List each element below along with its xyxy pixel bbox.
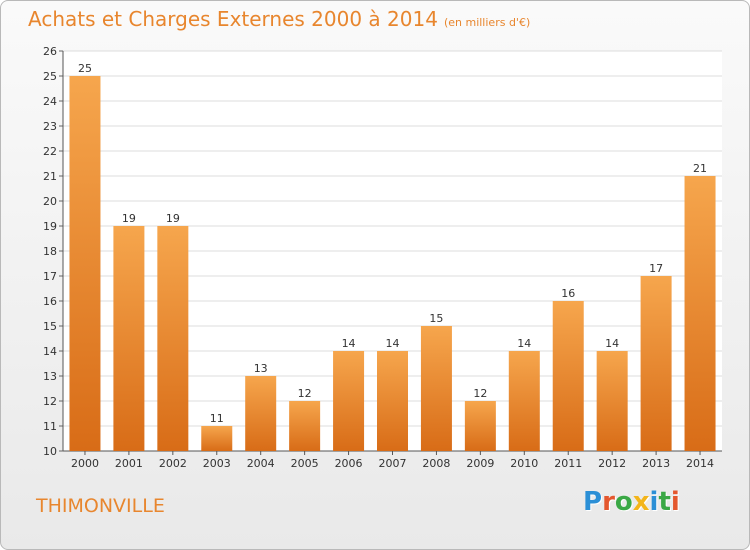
data-label: 14 [517, 337, 531, 350]
data-label: 15 [429, 312, 443, 325]
x-tick-label: 2012 [598, 457, 626, 470]
data-label: 17 [649, 262, 663, 275]
data-label: 13 [254, 362, 268, 375]
x-tick-label: 2010 [510, 457, 538, 470]
bar [377, 351, 408, 451]
y-tick-label: 17 [43, 270, 57, 283]
logo-letter: i [670, 487, 680, 517]
x-tick-label: 2007 [379, 457, 407, 470]
data-label: 19 [166, 212, 180, 225]
data-label: 11 [210, 412, 224, 425]
bar [113, 226, 145, 451]
x-tick-label: 2014 [686, 457, 714, 470]
y-tick-label: 14 [43, 345, 57, 358]
chart-subtitle: (en milliers d'€) [443, 16, 531, 29]
y-tick-label: 23 [43, 120, 57, 133]
y-tick-label: 26 [43, 45, 57, 58]
x-tick-label: 2006 [335, 457, 363, 470]
y-tick-label: 25 [43, 70, 57, 83]
data-label: 12 [298, 387, 312, 400]
bar [420, 326, 452, 451]
y-tick-label: 22 [43, 145, 57, 158]
x-tick-label: 2008 [422, 457, 450, 470]
bar [69, 76, 101, 451]
bar [464, 401, 496, 451]
proxiti-logo: Proxiti [583, 487, 680, 517]
chart-title: Achats et Charges Externes 2000 à 2014 (e… [28, 7, 530, 31]
bar-chart: 10 11 12 13 14 15 16 17 18 19 20 21 22 23 24 25 26 25 2000… [43, 45, 722, 470]
logo-letter: P [583, 487, 603, 517]
x-tick-label: 2001 [115, 457, 143, 470]
chart-title-text: Achats et Charges Externes 2000 à 2014 [28, 7, 438, 31]
x-tick-label: 2005 [291, 457, 319, 470]
y-tick-label: 15 [43, 320, 57, 333]
x-tick-label: 2009 [466, 457, 494, 470]
y-tick-label: 24 [43, 95, 57, 108]
data-label: 14 [605, 337, 619, 350]
bar [333, 351, 365, 451]
x-tick-label: 2004 [247, 457, 275, 470]
data-label: 19 [122, 212, 136, 225]
bar [289, 401, 321, 451]
y-tick-label: 18 [43, 245, 57, 258]
x-tick-label: 2002 [159, 457, 187, 470]
y-tick-label: 12 [43, 395, 57, 408]
data-label: 14 [342, 337, 356, 350]
bar [640, 276, 672, 451]
logo-letter: i [649, 487, 659, 517]
bar [508, 351, 540, 451]
bar [245, 376, 277, 451]
y-tick-label: 16 [43, 295, 57, 308]
logo-letter: o [614, 487, 633, 517]
data-label: 16 [561, 287, 575, 300]
y-tick-label: 11 [43, 420, 57, 433]
bar [596, 351, 628, 451]
y-tick-label: 20 [43, 195, 57, 208]
data-label: 14 [386, 337, 400, 350]
y-tick-label: 10 [43, 445, 57, 458]
bar [684, 176, 716, 451]
bar [552, 301, 584, 451]
bar [157, 226, 189, 451]
data-label: 21 [693, 162, 707, 175]
y-tick-label: 19 [43, 220, 57, 233]
logo-letter: r [602, 487, 615, 517]
data-label: 25 [78, 62, 92, 75]
y-tick-label: 13 [43, 370, 57, 383]
logo-letter: t [658, 487, 671, 517]
x-tick-label: 2011 [554, 457, 582, 470]
y-tick-label: 21 [43, 170, 57, 183]
data-label: 12 [473, 387, 487, 400]
x-tick-label: 2013 [642, 457, 670, 470]
commune-name: THIMONVILLE [36, 495, 165, 517]
logo-letter: x [632, 487, 650, 517]
x-tick-label: 2003 [203, 457, 231, 470]
bar [201, 426, 233, 451]
x-tick-label: 2000 [71, 457, 99, 470]
